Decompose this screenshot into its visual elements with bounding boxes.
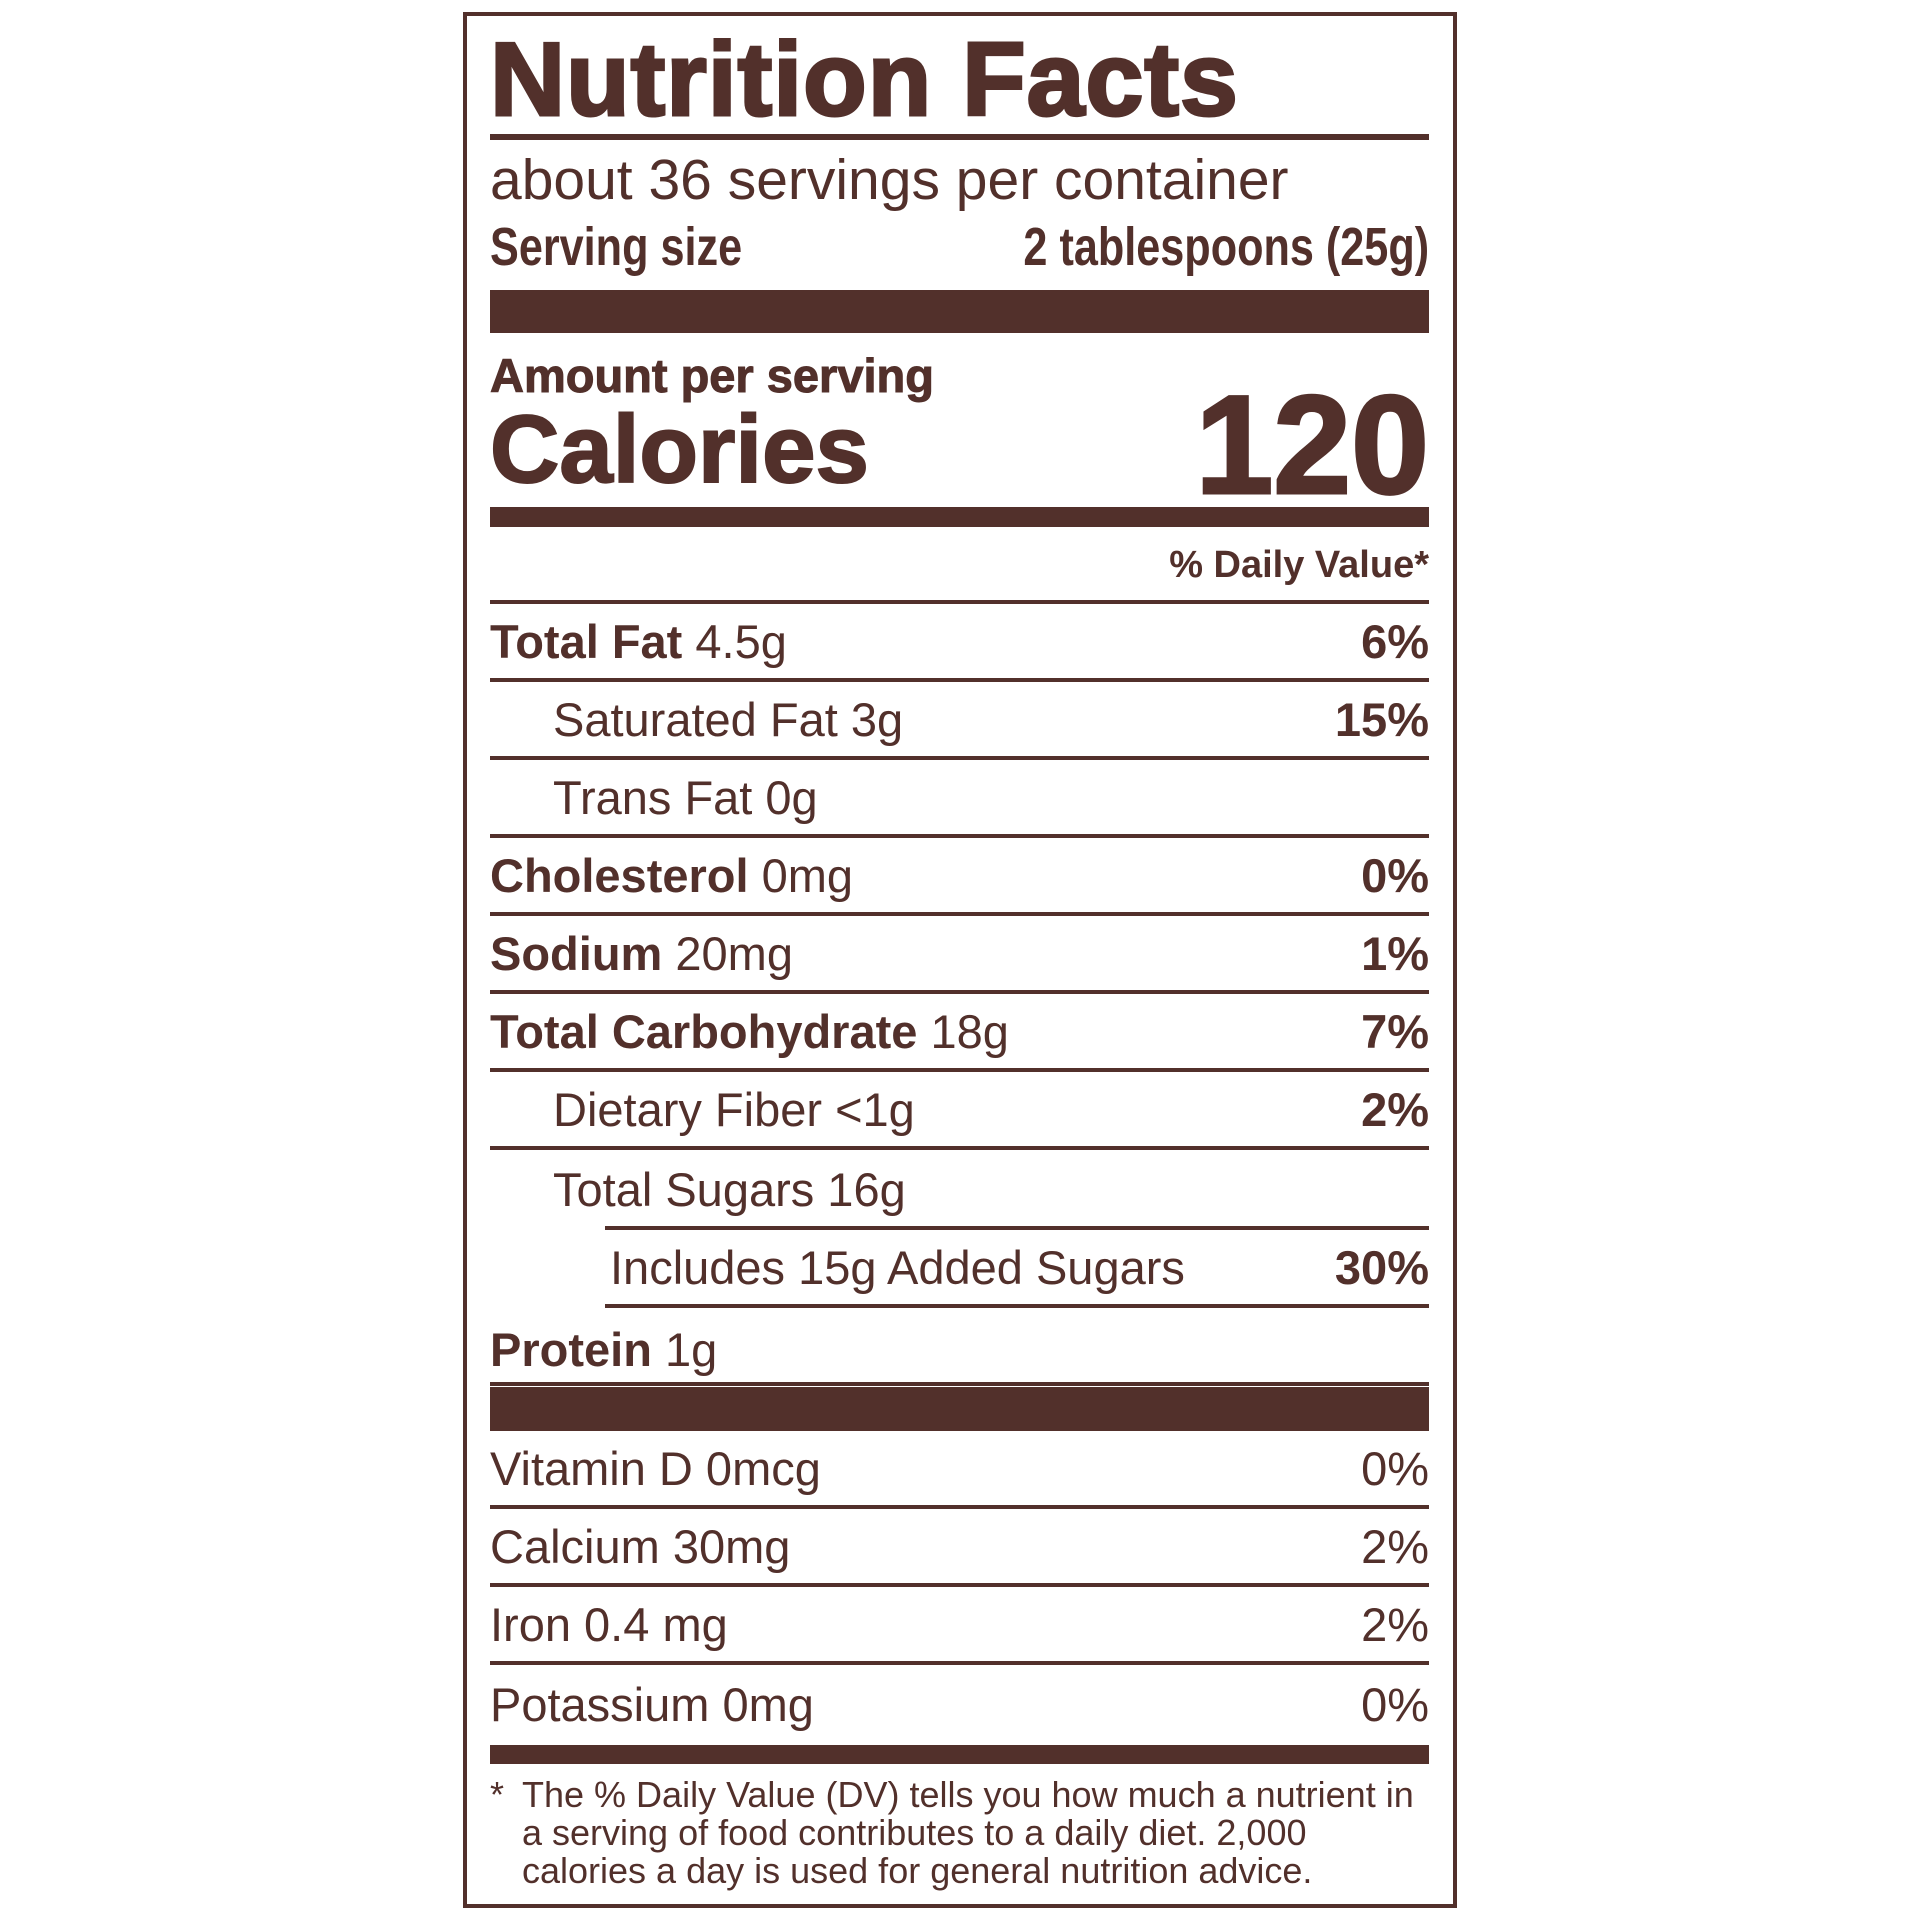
footnote: * The % Daily Value (DV) tells you how m… bbox=[490, 1776, 1429, 1890]
nutrient-dv: 1% bbox=[1361, 926, 1429, 980]
vitamin-name: Calcium 30mg bbox=[490, 1519, 791, 1573]
vitamin-name: Iron 0.4 mg bbox=[490, 1597, 728, 1651]
nutrient-row-total-carbohydrate: Total Carbohydrate 18g 7% bbox=[490, 994, 1429, 1072]
nutrient-row-dietary-fiber: Dietary Fiber <1g 2% bbox=[490, 1072, 1429, 1150]
nutrient-name: Trans Fat 0g bbox=[553, 770, 818, 824]
thick-divider bbox=[490, 290, 1429, 333]
nutrient-amount: 18g bbox=[930, 1004, 1009, 1058]
daily-value-header: % Daily Value* bbox=[1169, 544, 1429, 586]
label-title: Nutrition Facts bbox=[489, 21, 1240, 140]
calories-label: Calories bbox=[489, 395, 870, 504]
nutrient-row-total-fat: Total Fat 4.5g 6% bbox=[490, 604, 1429, 682]
nutrient-name: Total Fat bbox=[490, 614, 683, 668]
amount-per-serving: Amount per serving bbox=[490, 349, 935, 403]
nutrient-name: Dietary Fiber <1g bbox=[553, 1082, 915, 1136]
nutrient-row-total-sugars: Total Sugars 16g bbox=[490, 1150, 1429, 1228]
nutrient-amount: 20mg bbox=[675, 926, 793, 980]
vitamin-row-vitamin-d: Vitamin D 0mcg 0% bbox=[490, 1431, 1429, 1509]
vitamin-dv: 2% bbox=[1361, 1597, 1429, 1651]
nutrient-amount: 0mg bbox=[761, 848, 854, 902]
nutrient-row-cholesterol: Cholesterol 0mg 0% bbox=[490, 838, 1429, 916]
footnote-marker: * bbox=[490, 1774, 505, 1815]
footnote-text: The % Daily Value (DV) tells you how muc… bbox=[522, 1774, 1414, 1891]
nutrient-row-saturated-fat: Saturated Fat 3g 15% bbox=[490, 682, 1429, 760]
nutrient-row-protein: Protein 1g bbox=[490, 1312, 1429, 1386]
nutrient-name: Saturated Fat 3g bbox=[553, 692, 904, 746]
serving-size-value: 2 tablespoons (25g) bbox=[1023, 217, 1429, 277]
nutrient-dv: 15% bbox=[1334, 692, 1429, 746]
nutrient-name: Protein bbox=[490, 1322, 652, 1376]
medium-divider bbox=[490, 1745, 1429, 1764]
divider bbox=[605, 1226, 1429, 1230]
serving-size-label: Serving size bbox=[490, 217, 743, 277]
serving-size-row: Serving size 2 tablespoons (25g) bbox=[490, 215, 1429, 279]
vitamin-row-iron: Iron 0.4 mg 2% bbox=[490, 1587, 1429, 1665]
thick-divider bbox=[490, 1387, 1429, 1431]
divider bbox=[490, 600, 1429, 604]
vitamin-name: Potassium 0mg bbox=[490, 1677, 814, 1731]
vitamin-name: Vitamin D 0mcg bbox=[490, 1441, 821, 1495]
nutrient-row-trans-fat: Trans Fat 0g bbox=[490, 760, 1429, 838]
nutrient-dv: 2% bbox=[1361, 1082, 1429, 1136]
vitamin-dv: 0% bbox=[1361, 1677, 1429, 1731]
nutrient-name: Sodium bbox=[490, 926, 663, 980]
nutrient-dv: 7% bbox=[1361, 1004, 1429, 1058]
nutrient-dv: 0% bbox=[1361, 848, 1429, 902]
nutrient-name: Cholesterol bbox=[490, 848, 749, 902]
nutrient-name: Total Sugars 16g bbox=[553, 1162, 906, 1216]
divider bbox=[490, 134, 1429, 140]
vitamin-dv: 2% bbox=[1361, 1519, 1429, 1573]
nutrient-amount: 4.5g bbox=[695, 614, 787, 668]
nutrient-name: Includes 15g Added Sugars bbox=[610, 1240, 1185, 1294]
nutrient-dv: 30% bbox=[1334, 1240, 1429, 1294]
nutrient-name: Total Carbohydrate bbox=[490, 1004, 918, 1058]
vitamin-row-calcium: Calcium 30mg 2% bbox=[490, 1509, 1429, 1587]
nutrient-row-added-sugars: Includes 15g Added Sugars 30% bbox=[605, 1230, 1429, 1308]
vitamin-row-potassium: Potassium 0mg 0% bbox=[490, 1665, 1429, 1743]
nutrient-row-added-sugars-divider-fix bbox=[490, 1308, 1429, 1386]
nutrition-label-border bbox=[463, 12, 1457, 1908]
servings-per-container: about 36 servings per container bbox=[490, 148, 1289, 212]
nutrient-amount: 1g bbox=[664, 1322, 718, 1376]
nutrient-row-sodium: Sodium 20mg 1% bbox=[490, 916, 1429, 994]
calories-value: 120 bbox=[1194, 366, 1431, 523]
nutrient-dv: 6% bbox=[1361, 614, 1429, 668]
medium-divider bbox=[490, 507, 1429, 527]
vitamin-dv: 0% bbox=[1361, 1441, 1429, 1495]
